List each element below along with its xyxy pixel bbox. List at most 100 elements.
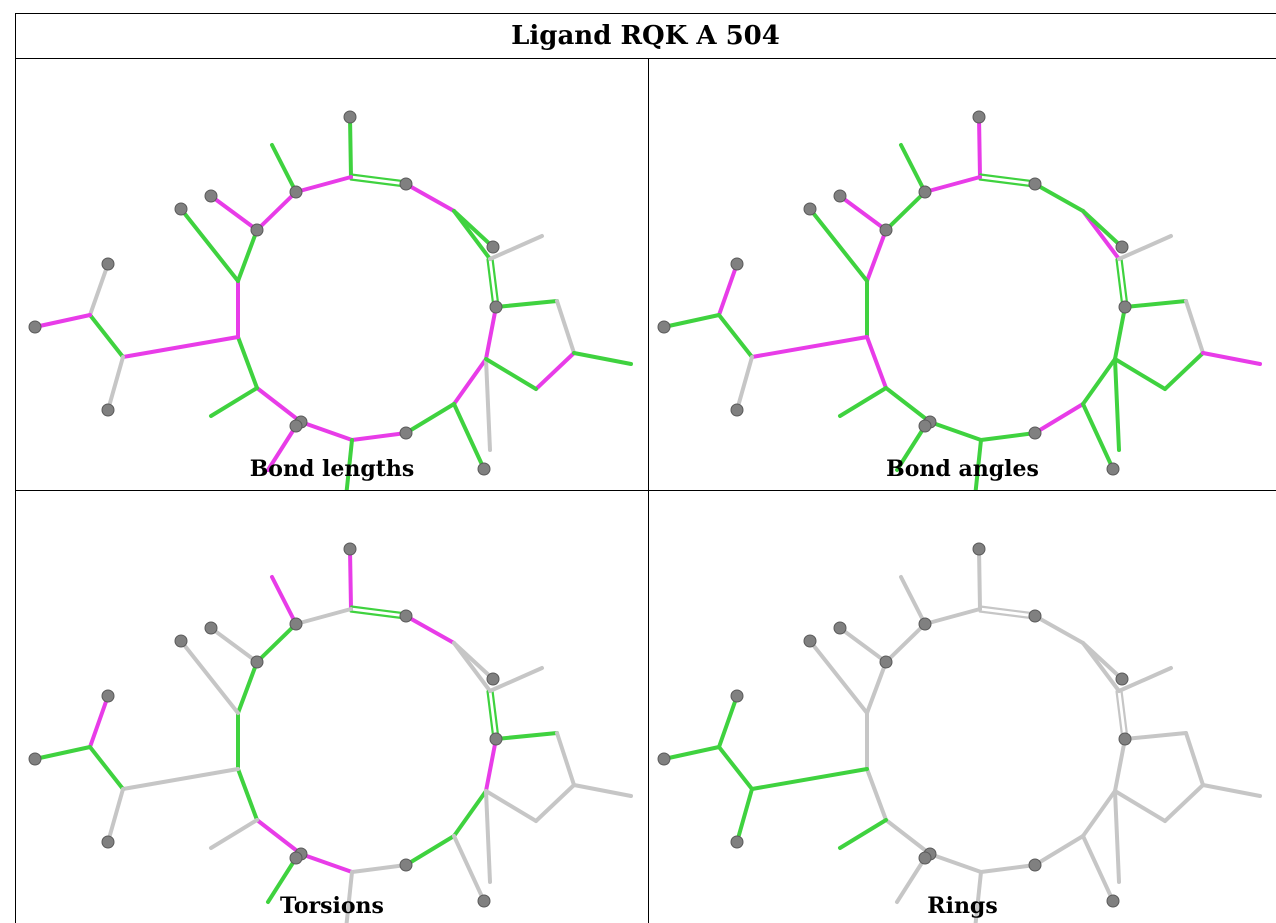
atom-sphere-2 <box>1028 177 1042 191</box>
bond-11-12 <box>865 335 888 390</box>
bond-30-29 <box>717 313 754 359</box>
bond-8-9 <box>979 863 1037 874</box>
panel-rings: Rings <box>649 491 1276 923</box>
bond-15-16 <box>899 575 927 626</box>
atom-sphere-5 <box>1118 732 1132 746</box>
bond-7-21 <box>452 402 486 471</box>
bond-12-30 <box>750 767 869 791</box>
atom-sphere-15 <box>918 185 932 199</box>
atom-sphere-5 <box>1118 300 1132 314</box>
bond-13-14 <box>865 228 888 283</box>
bond-6-7 <box>452 789 488 838</box>
bond-6-22 <box>484 357 492 452</box>
atom-sphere-8 <box>1028 426 1042 440</box>
bond-9-10 <box>928 852 983 874</box>
bond-6-22 <box>484 789 492 884</box>
atom-sphere-18 <box>174 202 188 216</box>
bond-0-1 <box>977 115 982 179</box>
figure-title: Ligand RQK A 504 <box>511 20 780 51</box>
bond-14-17 <box>838 626 888 664</box>
caption-bond-angles: Bond angles <box>886 456 1039 482</box>
atom-sphere-14 <box>250 655 264 669</box>
bond-5-32 <box>1123 731 1188 741</box>
bond-12-30 <box>121 335 240 359</box>
bond-4-5 <box>1115 690 1124 741</box>
bond-7-8 <box>1033 402 1085 435</box>
bond-29-27 <box>88 262 110 317</box>
bond-1-2 <box>349 610 407 620</box>
bond-29-28 <box>33 745 92 761</box>
atom-sphere-19 <box>486 240 500 254</box>
atom-sphere-14 <box>879 223 893 237</box>
bond-30-29 <box>88 313 125 359</box>
bond-14-15 <box>884 622 927 664</box>
bond-15-1 <box>923 607 982 626</box>
column-divider <box>648 58 649 923</box>
bonds-group <box>33 547 633 923</box>
bond-13-18 <box>179 207 240 283</box>
bond-34-6 <box>1113 789 1167 823</box>
atom-sphere-31 <box>101 835 115 849</box>
bond-4-5 <box>486 690 495 741</box>
row-divider <box>15 490 1276 491</box>
atom-sphere-0 <box>972 110 986 124</box>
atom-sphere-17 <box>833 621 847 635</box>
atom-sphere-2 <box>399 177 413 191</box>
bond-4-5 <box>491 689 500 740</box>
atoms-group <box>657 542 1132 908</box>
bond-15-1 <box>923 175 982 194</box>
molecule-torsions <box>28 542 633 923</box>
bond-7-8 <box>404 402 456 435</box>
atoms-group <box>657 110 1132 476</box>
bond-32-33 <box>1184 299 1205 355</box>
atom-sphere-28 <box>657 752 671 766</box>
atom-sphere-19 <box>486 672 500 686</box>
bond-24-25 <box>895 424 927 472</box>
atom-sphere-19 <box>1115 240 1129 254</box>
bond-15-16 <box>270 575 298 626</box>
molecule-bond-lengths <box>28 110 633 490</box>
bond-30-31 <box>106 787 125 844</box>
atoms-group <box>28 110 503 476</box>
atom-sphere-31 <box>730 835 744 849</box>
bond-4-5 <box>1120 689 1129 740</box>
bond-6-7 <box>1081 789 1117 838</box>
figure-frame <box>15 13 1276 923</box>
atom-sphere-15 <box>289 617 303 631</box>
bond-34-6 <box>484 357 538 391</box>
bond-2-3 <box>1033 614 1085 645</box>
atom-sphere-18 <box>174 634 188 648</box>
atom-sphere-8 <box>399 426 413 440</box>
caption-bond-lengths: Bond lengths <box>249 456 415 482</box>
atom-sphere-19 <box>1115 672 1129 686</box>
bond-1-2 <box>350 173 408 183</box>
caption-torsions: Torsions <box>280 893 384 919</box>
atom-sphere-24 <box>918 419 932 433</box>
bond-4-20 <box>488 234 544 261</box>
bond-34-6 <box>1113 357 1167 391</box>
atom-sphere-15 <box>289 185 303 199</box>
bond-1-2 <box>349 178 407 188</box>
atom-sphere-27 <box>101 257 115 271</box>
bond-30-31 <box>735 787 754 844</box>
bonds-group <box>662 547 1262 923</box>
bond-3-19 <box>452 641 495 681</box>
bond-13-18 <box>808 207 869 283</box>
bond-7-21 <box>1081 402 1115 471</box>
bond-5-32 <box>1123 299 1188 309</box>
bond-29-27 <box>717 694 739 749</box>
bond-4-20 <box>1117 666 1173 693</box>
bond-33-35 <box>572 783 633 798</box>
bond-12-30 <box>750 335 869 359</box>
atom-sphere-31 <box>101 403 115 417</box>
bond-33-34 <box>1163 351 1205 391</box>
bond-30-29 <box>717 745 754 791</box>
bond-29-28 <box>33 313 92 329</box>
atom-sphere-0 <box>972 542 986 556</box>
bond-15-16 <box>270 143 298 194</box>
bond-29-28 <box>662 745 721 761</box>
bond-5-32 <box>494 299 559 309</box>
bond-32-33 <box>555 299 576 355</box>
bond-5-6 <box>1113 305 1127 361</box>
atom-sphere-21 <box>477 894 491 908</box>
